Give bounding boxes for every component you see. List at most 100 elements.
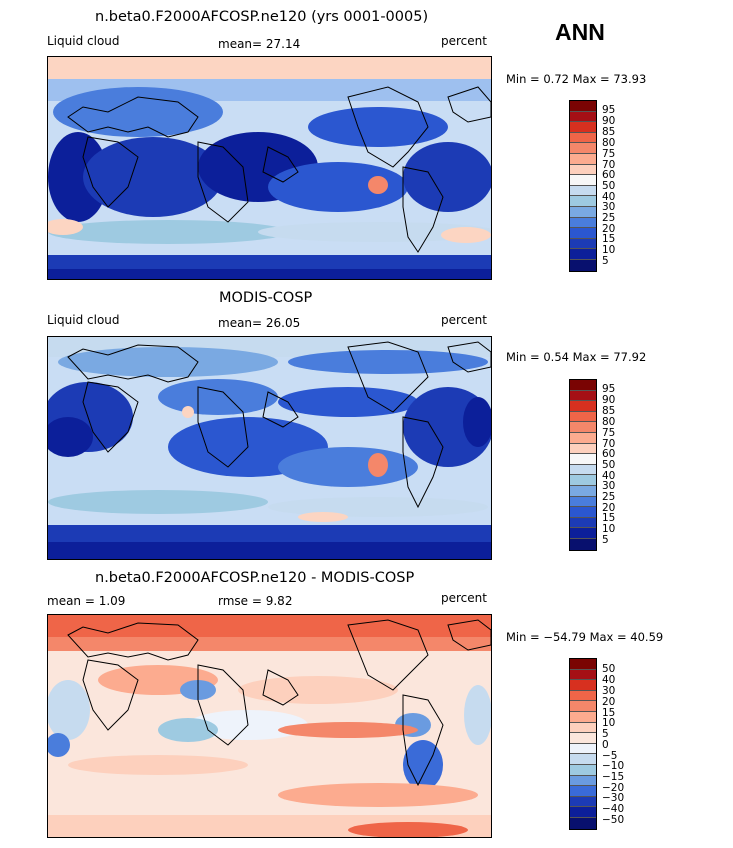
panel1-minmax: Min = 0.72 Max = 73.93 (506, 72, 647, 86)
panel2-colorbar-swatch (570, 475, 596, 486)
panel3-colorbar-swatch (570, 690, 596, 702)
panel3-colorbar-label: 50 (602, 663, 616, 675)
panel2-colorbar-label: 30 (602, 480, 616, 492)
panel1-colorbar-label: 70 (602, 159, 616, 171)
panel3-colorbar-label: 5 (602, 728, 609, 740)
panel3-colorbar-swatch (570, 743, 596, 755)
panel2-colorbar-swatch (570, 422, 596, 433)
panel2-colorbar (569, 379, 597, 551)
panel1-colorbar-swatch (570, 217, 596, 229)
panel1-colorbar-label: 60 (602, 169, 616, 181)
panel3-colorbar-label: 0 (602, 739, 609, 751)
panel2-colorbar-label: 75 (602, 427, 616, 439)
panel3-colorbar-label: 20 (602, 696, 616, 708)
panel2-colorbar-label: 85 (602, 405, 616, 417)
panel1-colorbar-label: 20 (602, 223, 616, 235)
panel3-mean-label: mean = 1.09 (47, 594, 126, 608)
panel3-colorbar-label: −5 (602, 750, 618, 762)
panel2-colorbar-swatch (570, 485, 596, 497)
panel2-title: MODIS-COSP (219, 290, 313, 306)
panel1-colorbar-swatch (570, 111, 596, 123)
panel1-colorbar-swatch (570, 228, 596, 239)
panel1-colorbar-swatch (570, 175, 596, 186)
panel3-colorbar-label: 10 (602, 717, 616, 729)
panel2-colorbar-label: 60 (602, 448, 616, 460)
panel2-colorbar-swatch (570, 411, 596, 423)
panel2-colorbar-label: 10 (602, 523, 616, 535)
panel1-colorbar-label: 80 (602, 137, 616, 149)
panel1-colorbar (569, 100, 597, 272)
panel1-title: n.beta0.F2000AFCOSP.ne120 (yrs 0001-0005… (95, 9, 429, 25)
panel2-colorbar-label: 25 (602, 491, 616, 503)
panel2-variable-label: Liquid cloud (47, 313, 120, 327)
panel1-colorbar-swatch (570, 238, 596, 250)
panel3-colorbar-swatch (570, 796, 596, 808)
panel2-units-label: percent (441, 313, 487, 327)
panel1-colorbar-swatch (570, 122, 596, 133)
panel2-colorbar-label: 40 (602, 470, 616, 482)
panel1-colorbar-label: 90 (602, 115, 616, 127)
panel3-map-field (48, 615, 491, 837)
panel1-colorbar-swatch (570, 143, 596, 154)
panel1-colorbar-label: 15 (602, 233, 616, 245)
panel1-colorbar-swatch (570, 196, 596, 207)
panel3-colorbar-label: 30 (602, 685, 616, 697)
panel1-map (47, 56, 492, 280)
panel3-colorbar-swatch (570, 817, 596, 829)
panel3-colorbar-swatch (570, 807, 596, 818)
panel3-colorbar-swatch (570, 701, 596, 712)
season-label: ANN (555, 19, 605, 45)
panel3-colorbar-label: −15 (602, 771, 625, 783)
panel2-colorbar-swatch (570, 507, 596, 518)
panel3-colorbar (569, 658, 597, 830)
panel3-colorbar-swatch (570, 669, 596, 681)
panel1-colorbar-label: 10 (602, 244, 616, 256)
panel3-title: n.beta0.F2000AFCOSP.ne120 - MODIS-COSP (95, 570, 415, 586)
panel2-colorbar-label: 20 (602, 502, 616, 514)
panel2-colorbar-swatch (570, 517, 596, 529)
panel1-mean-label: mean= 27.14 (218, 37, 301, 51)
panel2-colorbar-label: 95 (602, 383, 616, 395)
panel3-map (47, 614, 492, 838)
panel3-colorbar-swatch (570, 754, 596, 765)
panel2-colorbar-label: 80 (602, 416, 616, 428)
panel2-colorbar-label: 90 (602, 394, 616, 406)
panel3-colorbar-swatch (570, 711, 596, 723)
panel2-colorbar-swatch (570, 390, 596, 402)
panel1-variable-label: Liquid cloud (47, 34, 120, 48)
panel2-colorbar-swatch (570, 538, 596, 550)
panel2-colorbar-swatch (570, 443, 596, 455)
panel3-colorbar-swatch (570, 764, 596, 776)
panel2-colorbar-swatch (570, 454, 596, 465)
panel1-colorbar-label: 75 (602, 148, 616, 160)
panel1-colorbar-swatch (570, 132, 596, 144)
panel1-colorbar-swatch (570, 164, 596, 176)
panel1-colorbar-label: 85 (602, 126, 616, 138)
panel3-colorbar-swatch (570, 659, 596, 670)
panel1-colorbar-label: 30 (602, 201, 616, 213)
panel3-colorbar-label: −50 (602, 814, 625, 826)
panel1-colorbar-label: 25 (602, 212, 616, 224)
panel3-colorbar-label: −20 (602, 782, 625, 794)
panel1-colorbar-label: 50 (602, 180, 616, 192)
panel2-colorbar-swatch (570, 464, 596, 476)
panel2-colorbar-swatch (570, 432, 596, 444)
panel1-colorbar-swatch (570, 153, 596, 165)
panel3-colorbar-swatch (570, 775, 596, 787)
panel2-colorbar-label: 70 (602, 438, 616, 450)
panel3-colorbar-label: −10 (602, 760, 625, 772)
panel1-colorbar-swatch (570, 101, 596, 112)
panel2-colorbar-label: 5 (602, 534, 609, 546)
panel2-colorbar-swatch (570, 496, 596, 508)
panel2-colorbar-swatch (570, 380, 596, 391)
panel3-colorbar-swatch (570, 680, 596, 691)
panel1-colorbar-swatch (570, 259, 596, 271)
panel2-colorbar-swatch (570, 528, 596, 539)
panel3-colorbar-label: 15 (602, 707, 616, 719)
panel1-colorbar-label: 95 (602, 104, 616, 116)
panel1-colorbar-swatch (570, 249, 596, 260)
panel3-rmse-label: rmse = 9.82 (218, 594, 293, 608)
panel2-minmax: Min = 0.54 Max = 77.92 (506, 350, 647, 364)
panel2-map (47, 336, 492, 560)
panel1-map-field (48, 57, 491, 279)
